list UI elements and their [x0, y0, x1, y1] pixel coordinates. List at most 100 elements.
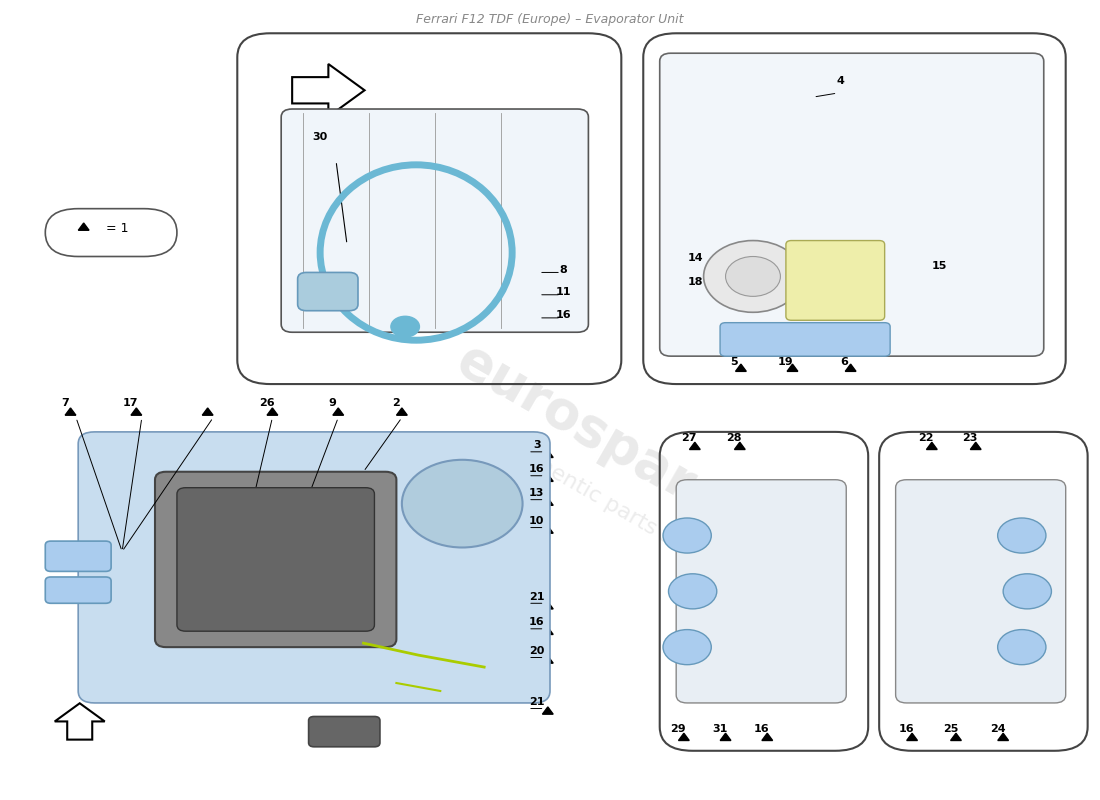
Text: 29: 29: [671, 724, 686, 734]
Text: 16: 16: [899, 724, 914, 734]
Polygon shape: [690, 442, 701, 450]
Polygon shape: [950, 734, 961, 741]
FancyBboxPatch shape: [298, 273, 358, 310]
Polygon shape: [55, 703, 104, 740]
Text: 12: 12: [65, 578, 80, 588]
FancyBboxPatch shape: [309, 717, 379, 746]
Polygon shape: [293, 64, 364, 117]
FancyBboxPatch shape: [895, 480, 1066, 703]
Polygon shape: [78, 223, 89, 230]
Text: 18: 18: [689, 277, 704, 287]
FancyBboxPatch shape: [45, 541, 111, 571]
Text: = 1: = 1: [106, 222, 128, 235]
Text: 26: 26: [260, 398, 275, 408]
Text: 15: 15: [932, 261, 947, 271]
Polygon shape: [542, 526, 553, 534]
Circle shape: [1003, 574, 1052, 609]
Text: 21: 21: [529, 697, 544, 707]
Text: 3: 3: [534, 441, 540, 450]
Text: 6: 6: [840, 357, 848, 366]
Polygon shape: [998, 734, 1009, 741]
Polygon shape: [736, 364, 746, 371]
Polygon shape: [396, 408, 407, 415]
Polygon shape: [565, 294, 574, 300]
Polygon shape: [679, 734, 690, 741]
Circle shape: [726, 257, 780, 296]
Polygon shape: [942, 270, 953, 277]
Polygon shape: [131, 408, 142, 415]
Text: 11: 11: [556, 287, 571, 298]
Text: 5: 5: [730, 357, 738, 366]
Circle shape: [390, 316, 419, 337]
Polygon shape: [333, 408, 343, 415]
Polygon shape: [926, 442, 937, 450]
Text: 16: 16: [754, 724, 770, 734]
Polygon shape: [542, 498, 553, 506]
Text: 20: 20: [529, 646, 544, 656]
Text: 21: 21: [529, 592, 544, 602]
Text: 28: 28: [727, 434, 742, 443]
Polygon shape: [542, 627, 553, 634]
Polygon shape: [720, 734, 730, 741]
Text: 16: 16: [556, 310, 571, 321]
Text: 24: 24: [990, 724, 1005, 734]
Circle shape: [663, 630, 712, 665]
FancyBboxPatch shape: [78, 432, 550, 703]
Text: 31: 31: [713, 724, 728, 734]
Polygon shape: [682, 285, 693, 292]
Polygon shape: [845, 364, 856, 371]
Text: Ferrari F12 TDF (Europe) – Evaporator Unit: Ferrari F12 TDF (Europe) – Evaporator Un…: [416, 14, 684, 26]
Polygon shape: [542, 707, 553, 714]
Text: 19: 19: [778, 357, 794, 366]
Text: 25: 25: [943, 724, 958, 734]
Polygon shape: [542, 602, 553, 609]
Text: 9: 9: [329, 398, 337, 408]
Text: 4: 4: [837, 76, 845, 86]
Text: 14: 14: [689, 253, 704, 263]
Polygon shape: [565, 317, 574, 323]
Polygon shape: [65, 408, 76, 415]
Polygon shape: [202, 408, 213, 415]
Circle shape: [663, 518, 712, 553]
FancyBboxPatch shape: [720, 322, 890, 356]
Text: 30: 30: [312, 132, 327, 142]
Polygon shape: [542, 450, 553, 458]
Text: authentic parts since 1960: authentic parts since 1960: [504, 436, 772, 603]
Circle shape: [998, 630, 1046, 665]
Polygon shape: [906, 734, 917, 741]
FancyBboxPatch shape: [155, 472, 396, 647]
Circle shape: [402, 460, 522, 547]
Circle shape: [669, 574, 717, 609]
Polygon shape: [267, 408, 278, 415]
Polygon shape: [970, 442, 981, 450]
Polygon shape: [75, 586, 86, 593]
Text: 23: 23: [962, 434, 978, 443]
Text: 2: 2: [393, 398, 400, 408]
Polygon shape: [842, 84, 852, 91]
Circle shape: [704, 241, 802, 312]
Text: 16: 16: [529, 618, 544, 627]
Text: 10: 10: [529, 516, 544, 526]
Text: 8: 8: [559, 265, 566, 275]
Text: 16: 16: [529, 464, 544, 474]
FancyBboxPatch shape: [660, 54, 1044, 356]
Text: 13: 13: [529, 488, 544, 498]
Text: eurospares: eurospares: [448, 334, 762, 546]
Polygon shape: [698, 262, 710, 269]
FancyBboxPatch shape: [177, 488, 374, 631]
Polygon shape: [762, 734, 772, 741]
Polygon shape: [542, 656, 553, 663]
Polygon shape: [966, 64, 1038, 117]
Polygon shape: [565, 272, 574, 278]
FancyBboxPatch shape: [676, 480, 846, 703]
FancyBboxPatch shape: [282, 109, 588, 332]
Text: 27: 27: [682, 434, 697, 443]
Polygon shape: [735, 442, 745, 450]
Text: 7: 7: [62, 398, 69, 408]
Polygon shape: [542, 474, 553, 482]
Polygon shape: [326, 139, 336, 146]
Text: 17: 17: [123, 398, 139, 408]
FancyBboxPatch shape: [785, 241, 884, 320]
FancyBboxPatch shape: [45, 577, 111, 603]
Circle shape: [998, 518, 1046, 553]
